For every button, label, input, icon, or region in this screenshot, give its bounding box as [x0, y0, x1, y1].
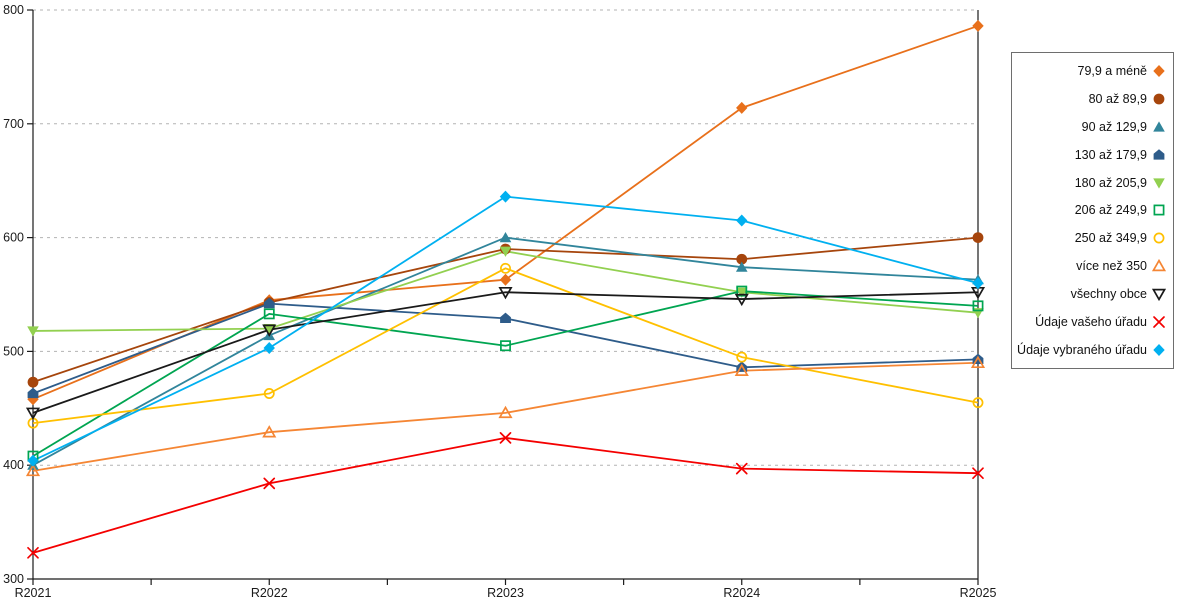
triangle-up-icon: [1153, 121, 1165, 132]
svg-text:R2021: R2021: [15, 586, 52, 600]
legend-item-label: 180 až 205,9: [1074, 175, 1147, 190]
legend-item-label: 90 až 129,9: [1081, 119, 1147, 134]
chart-legend: 79,9 a méně 80 až 89,9 90 až 129,9 130 až 1…: [1011, 52, 1174, 369]
diamond-icon: [1153, 64, 1165, 77]
diamond-icon: [1153, 344, 1165, 357]
legend-item-label: 130 až 179,9: [1074, 147, 1147, 162]
svg-text:600: 600: [3, 231, 24, 245]
legend-item-label: 250 až 349,9: [1074, 231, 1147, 246]
svg-text:700: 700: [3, 117, 24, 131]
triangle-down-icon: [1153, 177, 1165, 189]
legend-item[interactable]: 180 až 205,9: [1012, 170, 1173, 196]
legend-item-label: všechny obce: [1070, 287, 1147, 302]
x-icon: [1153, 316, 1165, 328]
legend-item-label: 206 až 249,9: [1074, 203, 1147, 218]
legend-item[interactable]: Údaje vašeho úřadu: [1012, 309, 1173, 335]
legend-item[interactable]: 79,9 a méně: [1012, 58, 1173, 84]
legend-item[interactable]: 206 až 249,9: [1012, 197, 1173, 223]
legend-item[interactable]: více než 350: [1012, 253, 1173, 279]
legend-item[interactable]: Údaje vybraného úřadu: [1012, 337, 1173, 363]
svg-text:R2023: R2023: [487, 586, 524, 600]
legend-item[interactable]: všechny obce: [1012, 281, 1173, 307]
svg-text:R2022: R2022: [251, 586, 288, 600]
svg-text:R2024: R2024: [723, 586, 760, 600]
pentagon-icon: [1153, 148, 1165, 160]
legend-item[interactable]: 250 až 349,9: [1012, 225, 1173, 251]
legend-item-label: Údaje vašeho úřadu: [1035, 315, 1147, 330]
circle-open-icon: [1153, 232, 1165, 244]
legend-item[interactable]: 130 až 179,9: [1012, 142, 1173, 168]
svg-text:R2025: R2025: [960, 586, 997, 600]
triangle-up-open-icon: [1152, 259, 1166, 272]
svg-text:500: 500: [3, 344, 24, 358]
svg-text:400: 400: [3, 458, 24, 472]
legend-item-label: Údaje vybraného úřadu: [1017, 343, 1147, 358]
legend-item-label: 80 až 89,9: [1088, 91, 1147, 106]
triangle-down-open-icon: [1152, 288, 1166, 302]
circle-icon: [1153, 93, 1165, 105]
legend-item-label: více než 350: [1076, 259, 1147, 274]
legend-item-label: 79,9 a méně: [1077, 63, 1148, 78]
legend-item[interactable]: 80 až 89,9: [1012, 86, 1173, 112]
svg-text:800: 800: [3, 3, 24, 17]
legend-item[interactable]: 90 až 129,9: [1012, 114, 1173, 140]
square-open-icon: [1153, 205, 1165, 216]
svg-text:300: 300: [3, 572, 24, 586]
